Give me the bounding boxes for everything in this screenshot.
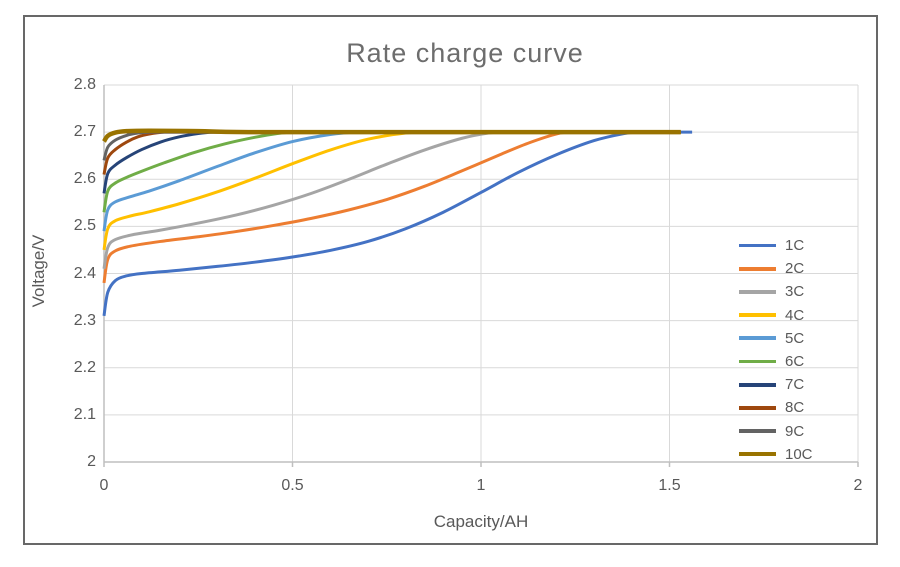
- y-tick-label: 2.8: [73, 76, 96, 93]
- legend-label: 1C: [785, 237, 805, 255]
- legend-label: 10C: [785, 445, 813, 463]
- legend-label: 9C: [785, 422, 805, 440]
- legend-label: 4C: [785, 306, 805, 324]
- legend-swatch-9c: [739, 429, 776, 433]
- x-tick-label: 1.5: [658, 477, 681, 494]
- y-tick-label: 2: [87, 453, 96, 470]
- legend-item-5c: 5C: [739, 327, 813, 350]
- legend-label: 8C: [785, 399, 805, 417]
- y-tick-label: 2.5: [73, 217, 96, 235]
- legend-item-1c: 1C: [739, 234, 813, 257]
- y-tick-label: 2.6: [73, 170, 96, 188]
- chart-area-border: [23, 15, 878, 545]
- series-line-10c: [102, 128, 681, 143]
- y-tick-label: 2.1: [73, 405, 96, 423]
- legend-swatch-2c: [739, 266, 776, 271]
- legend-swatch-4c: [739, 313, 776, 318]
- y-tick-label: 2.3: [73, 311, 96, 329]
- legend-label: 3C: [785, 283, 805, 301]
- legend-swatch-10c: [739, 452, 776, 457]
- legend-item-6c: 6C: [739, 350, 813, 373]
- x-tick-label: 2: [853, 477, 863, 494]
- y-axis-title: Voltage/V: [29, 234, 48, 308]
- legend-label: 2C: [785, 260, 805, 278]
- x-axis-title: Capacity/AH: [433, 512, 529, 531]
- legend-label: 7C: [785, 376, 805, 394]
- legend-item-8c: 8C: [739, 396, 813, 419]
- series-line-1c: [102, 130, 693, 317]
- legend-item-3c: 3C: [739, 280, 813, 303]
- legend-item-7c: 7C: [739, 373, 813, 396]
- legend-swatch-8c: [739, 406, 776, 410]
- x-tick-label: 1: [476, 477, 486, 494]
- legend-swatch-6c: [739, 359, 776, 364]
- chart-title: Rate charge curve: [346, 38, 584, 68]
- y-tick-label: 2.4: [73, 264, 96, 282]
- series-line-9c: [102, 130, 681, 161]
- legend-item-10c: 10C: [739, 443, 813, 466]
- legend-swatch-1c: [739, 243, 776, 248]
- x-tick-label: 0: [99, 477, 109, 494]
- y-tick-label: 2.2: [73, 358, 96, 376]
- legend-label: 6C: [785, 353, 805, 371]
- series-line-5c: [102, 130, 681, 232]
- legend: 1C 2C 3C 4C 5C 6C 7C 8C 9C 10C: [739, 234, 813, 466]
- legend-item-2c: 2C: [739, 257, 813, 280]
- legend-item-9c: 9C: [739, 420, 813, 443]
- legend-swatch-3c: [739, 290, 776, 294]
- y-tick-label: 2.7: [73, 123, 96, 141]
- legend-label: 5C: [785, 329, 805, 347]
- legend-swatch-7c: [739, 382, 776, 387]
- legend-swatch-5c: [739, 336, 776, 341]
- x-tick-label: 0.5: [281, 477, 304, 494]
- legend-item-4c: 4C: [739, 304, 813, 327]
